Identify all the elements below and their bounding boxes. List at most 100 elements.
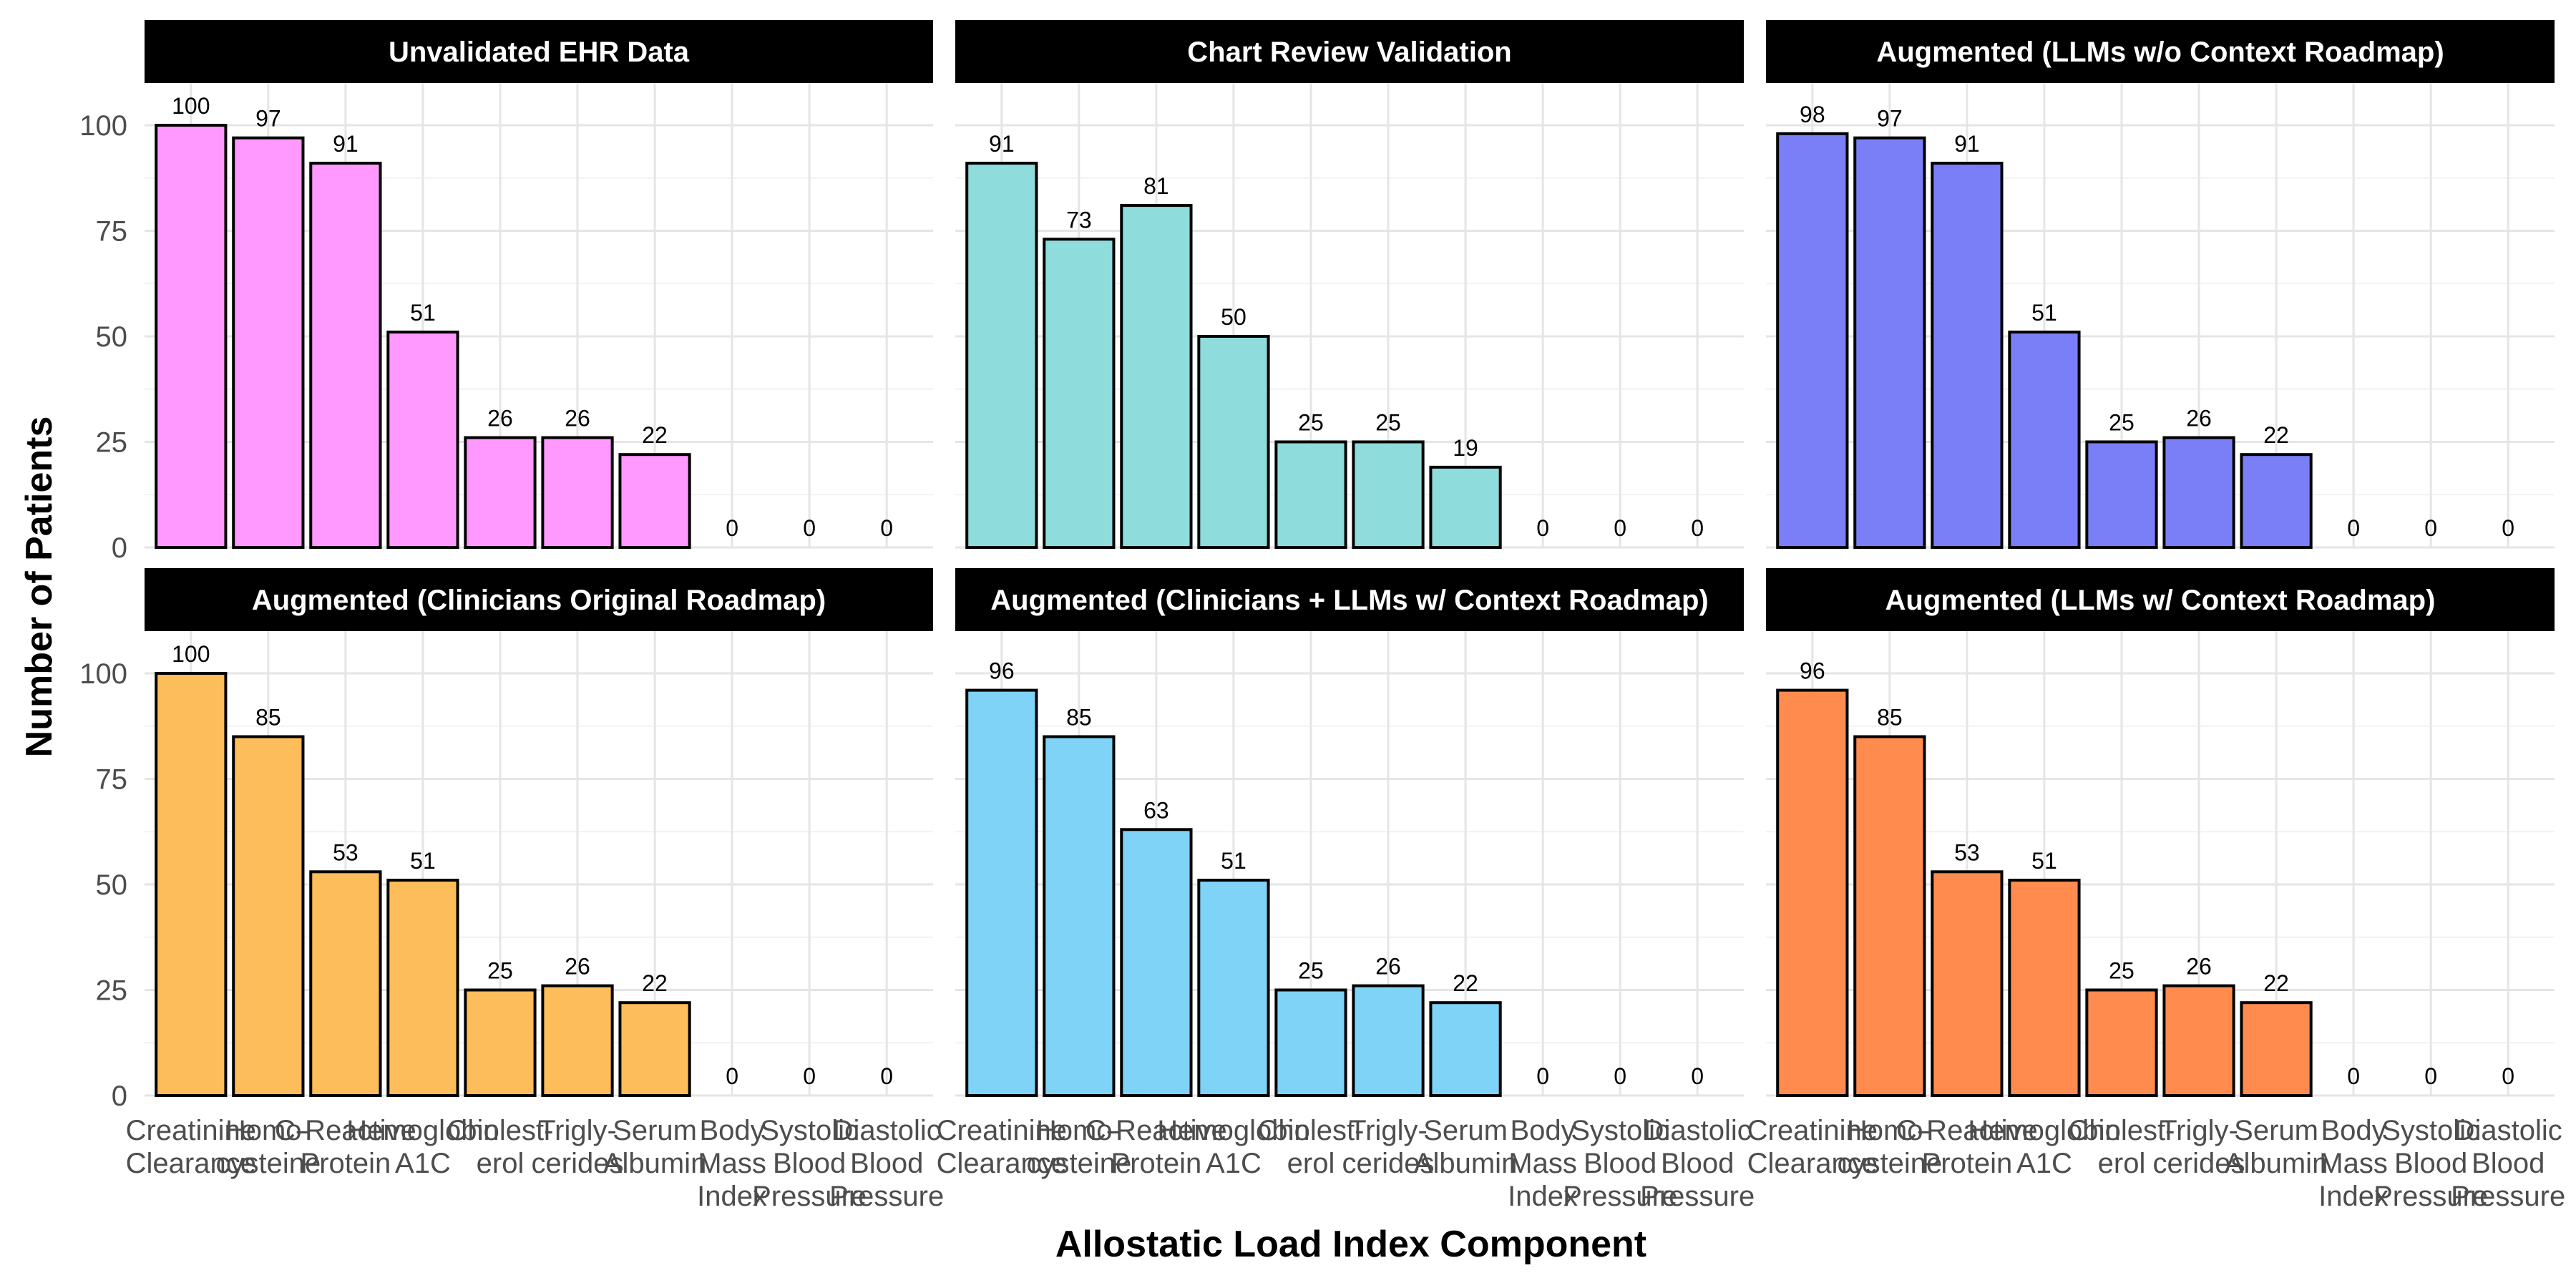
bar-value-label: 22 <box>642 970 668 996</box>
x-tick-label-line: C-Reactive <box>1896 1115 2038 1146</box>
bar <box>464 988 537 1097</box>
x-tick-label: Serum Albumin <box>1414 1115 1518 1179</box>
x-tick-label: Diastolic Blood Pressure <box>2451 1115 2565 1212</box>
bar <box>2085 988 2158 1097</box>
x-tick-label-line: cerides <box>1342 1148 1435 1179</box>
bar <box>541 436 614 549</box>
x-tick-label-line: A1C <box>1206 1148 1262 1179</box>
x-tick-label-line: Diastolic <box>2454 1115 2562 1146</box>
x-tick-label-line: Albumin <box>603 1148 707 1179</box>
bar-value-label: 97 <box>255 106 281 132</box>
x-tick-label-line: Index <box>2318 1181 2389 1212</box>
bar <box>1853 735 1926 1097</box>
bar <box>2162 984 2235 1097</box>
bar-value-label: 0 <box>2502 1063 2514 1089</box>
x-tick-label-line: Body <box>2321 1115 2386 1146</box>
bar <box>2008 331 2081 549</box>
x-tick-label: C-Reactive Protein <box>1896 1115 2038 1179</box>
bar <box>2085 440 2158 549</box>
x-tick-label: Diastolic Blood Pressure <box>1640 1115 1755 1212</box>
x-tick-label: Hemoglobin A1C <box>1968 1115 2120 1179</box>
x-tick-label-line: cerides <box>532 1148 624 1179</box>
bar <box>1853 136 1926 549</box>
x-tick-label: Systolic Blood Pressure <box>1563 1115 1677 1212</box>
x-tick-label-line: Cholest- <box>1258 1115 1365 1146</box>
x-tick-label-line: cysteine <box>1837 1148 1942 1179</box>
x-tick-label: Creatinine Clearance <box>1747 1115 1878 1179</box>
bar <box>386 879 459 1097</box>
y-tick-label: 0 <box>112 532 127 564</box>
x-tick-label-line: Clearance <box>1747 1148 1878 1179</box>
facet-panels: Unvalidated EHR Data 100 97 91 51 26 26 22 0 0 0 0 2… <box>79 20 2565 1212</box>
bar <box>155 672 228 1097</box>
x-tick-label-line: erol <box>1287 1148 1335 1179</box>
y-axis-title: Number of Patients <box>19 416 60 758</box>
bar <box>309 162 382 550</box>
bar-value-label: 51 <box>410 300 436 326</box>
bar-value-label: 22 <box>1453 970 1478 996</box>
bar-value-label: 51 <box>2031 300 2057 326</box>
bar-value-label: 81 <box>1143 173 1169 199</box>
facet-title: Chart Review Validation <box>1187 36 1511 68</box>
x-tick-label: Cholest-erol <box>447 1115 554 1179</box>
x-tick-label-line: cysteine <box>215 1148 321 1179</box>
bar-value-label: 0 <box>2424 1063 2437 1089</box>
x-tick-label: Systolic Blood Pressure <box>752 1115 867 1212</box>
x-tick-label: Hemoglobin A1C <box>346 1115 499 1179</box>
x-tick-label-line: Mass <box>698 1148 766 1179</box>
x-tick-label-line: Protein <box>1111 1148 1202 1179</box>
bar <box>541 984 614 1097</box>
bar-value-label: 51 <box>2031 848 2057 874</box>
bar <box>1197 879 1270 1097</box>
x-tick-label-line: Creatinine <box>1747 1115 1878 1146</box>
x-tick-label: Serum Albumin <box>2225 1115 2328 1179</box>
bar-value-label: 22 <box>2263 422 2289 448</box>
bar-value-label: 50 <box>1221 304 1246 330</box>
bar-value-label: 26 <box>2186 406 2212 431</box>
x-tick-label: Creatinine Clearance <box>937 1115 1067 1179</box>
bar <box>2240 1001 2313 1097</box>
bar-value-label: 96 <box>989 658 1015 684</box>
bar-value-label: 26 <box>565 954 590 980</box>
bar-value-label: 0 <box>803 1063 816 1089</box>
x-tick-label-line: Body <box>1511 1115 1576 1146</box>
bar <box>1776 132 1849 550</box>
x-tick-label: Cholest-erol <box>2069 1115 2175 1179</box>
x-tick-label-line: Blood <box>850 1148 923 1179</box>
bar <box>155 124 228 549</box>
bar-value-label: 22 <box>2263 970 2289 996</box>
x-tick-label-line: Trigly- <box>538 1115 617 1146</box>
x-tick-label-line: Mass <box>2319 1148 2388 1179</box>
x-tick-label-line: Serum <box>2234 1115 2318 1146</box>
bar-value-label: 51 <box>410 848 436 874</box>
bar <box>386 331 459 549</box>
x-tick-label-line: A1C <box>2016 1148 2072 1179</box>
y-tick-label: 75 <box>96 764 128 796</box>
facet-title: Augmented (Clinicians Original Roadmap) <box>252 585 826 616</box>
x-tick-label-line: Protein <box>301 1148 391 1179</box>
facet-strip <box>955 568 1744 631</box>
y-tick-label: 0 <box>112 1080 127 1112</box>
bar <box>1043 735 1116 1097</box>
x-tick-label: Trigly-cerides <box>532 1115 624 1179</box>
bar <box>965 688 1038 1097</box>
x-tick-label-line: Mass <box>1508 1148 1577 1179</box>
bar <box>2162 436 2235 549</box>
bar-value-label: 51 <box>1221 848 1246 874</box>
x-tick-label: Homo-cysteine <box>1026 1115 1131 1179</box>
bar <box>1043 238 1116 549</box>
y-tick-label: 100 <box>79 110 127 142</box>
y-tick-label: 50 <box>96 869 128 901</box>
x-tick-label-line: Pressure <box>1640 1181 1755 1212</box>
x-tick-label-line: Homo- <box>225 1115 311 1146</box>
bar-value-label: 25 <box>1375 410 1401 436</box>
x-tick-label-line: Index <box>697 1181 767 1212</box>
bar-value-label: 85 <box>255 705 281 731</box>
facet-title: Augmented (LLMs w/o Context Roadmap) <box>1876 36 2444 68</box>
bar <box>1120 204 1193 549</box>
x-axis-title: Allostatic Load Index Component <box>1055 1224 1646 1265</box>
bar <box>232 136 305 549</box>
facet-panel: Augmented (Clinicians Original Roadmap) 1… <box>79 568 944 1212</box>
x-tick-label-line: cysteine <box>1026 1148 1131 1179</box>
x-tick-label-line: Blood <box>1661 1148 1734 1179</box>
